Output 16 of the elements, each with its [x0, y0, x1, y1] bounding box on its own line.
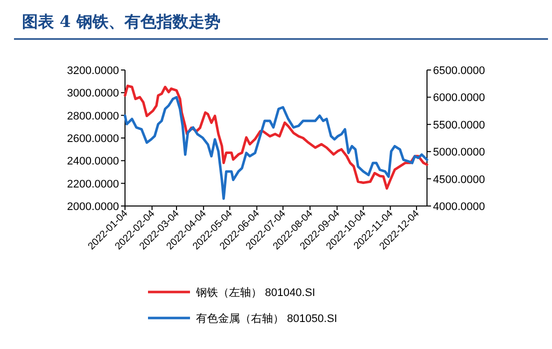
y2-tick-label: 5000.0000	[433, 146, 485, 159]
y-tick-label: 2200.0000	[67, 178, 119, 190]
y-tick-label: 3000.0000	[67, 88, 119, 100]
y-tick-label: 2000.0000	[67, 201, 119, 213]
title: 图表 4 钢铁、有色指数走势	[22, 12, 220, 31]
y2-tick-label: 6000.0000	[433, 92, 485, 104]
y2-tick-label: 4500.0000	[433, 174, 485, 186]
legend-label: 有色金属（右轴） 801050.SI	[196, 312, 338, 325]
y2-tick-label: 4000.0000	[433, 201, 485, 213]
y2-tick-label: 5500.0000	[433, 119, 485, 132]
y-tick-label: 3200.0000	[67, 65, 119, 77]
y2-tick-label: 6500.0000	[433, 65, 485, 77]
y-tick-label: 2600.0000	[67, 133, 119, 145]
legend-label: 钢铁（左轴） 801040.SI	[195, 286, 316, 299]
y-tick-label: 2800.0000	[67, 110, 119, 122]
y-tick-label: 2400.0000	[67, 156, 119, 168]
